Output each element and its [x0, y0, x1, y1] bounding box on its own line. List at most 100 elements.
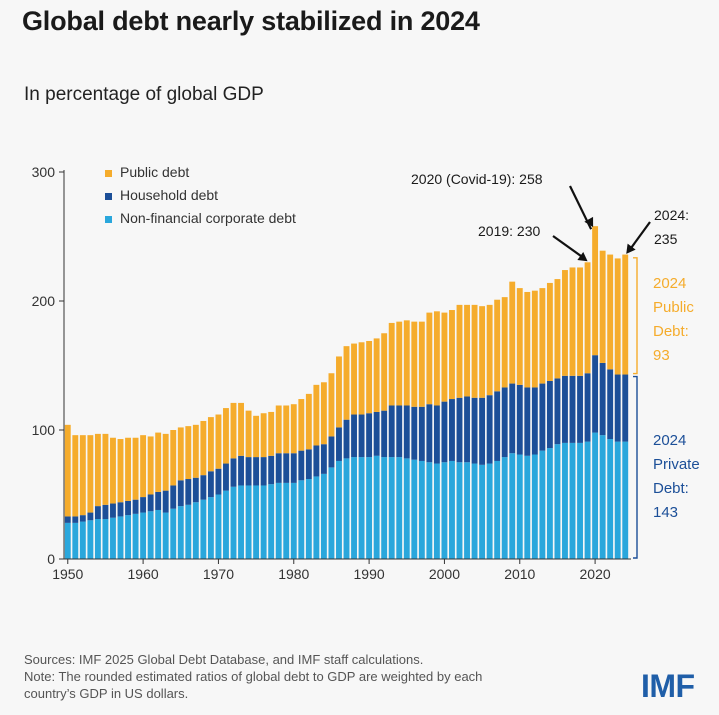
bar-public-2021 — [599, 250, 606, 363]
x-tick-label: 1990 — [354, 566, 385, 582]
bar-public-1971 — [223, 408, 229, 464]
bar-household-2020 — [592, 355, 599, 433]
bar-corporate-2021 — [599, 435, 606, 559]
bar-corporate-2011 — [524, 455, 531, 559]
bar-corporate-1969 — [207, 497, 214, 559]
bar-public-1973 — [238, 402, 244, 456]
bar-corporate-1999 — [433, 463, 440, 559]
bar-household-2023 — [614, 374, 621, 442]
bar-public-1999 — [433, 311, 440, 406]
bar-corporate-1997 — [418, 460, 425, 559]
private-debt-bracket — [633, 375, 638, 559]
bar-public-1988 — [351, 343, 357, 415]
y-tick-label: 100 — [32, 422, 56, 438]
bar-household-1991 — [373, 411, 380, 456]
bar-corporate-1973 — [238, 485, 244, 559]
bar-household-1966 — [185, 479, 192, 505]
bar-household-1997 — [418, 406, 425, 461]
bar-public-1958 — [125, 437, 131, 501]
bar-corporate-2002 — [456, 462, 463, 559]
bar-corporate-2004 — [471, 463, 478, 559]
x-tick-label: 1960 — [128, 566, 159, 582]
bar-public-1987 — [343, 346, 350, 420]
bar-household-1970 — [215, 468, 222, 495]
bar-public-1955 — [102, 433, 109, 505]
bar-public-1986 — [336, 356, 342, 428]
bar-public-1996 — [411, 321, 418, 407]
bar-household-1967 — [192, 477, 199, 503]
bar-public-1972 — [230, 402, 237, 459]
bar-public-2007 — [494, 299, 501, 392]
private-debt-label-0: 2024 — [653, 432, 686, 449]
bar-public-1968 — [200, 420, 207, 476]
bar-public-1965 — [177, 427, 184, 481]
bar-corporate-1965 — [177, 506, 184, 559]
bar-household-1971 — [223, 463, 229, 491]
public-debt-label-2: Debt: — [653, 323, 689, 340]
x-tick-label: 2010 — [504, 566, 535, 582]
bar-corporate-2007 — [494, 460, 501, 559]
bar-household-2003 — [464, 396, 470, 463]
bar-household-2018 — [577, 375, 583, 443]
bar-public-1954 — [94, 433, 101, 507]
bar-corporate-1957 — [117, 516, 124, 559]
bar-public-1953 — [87, 435, 94, 513]
bar-household-1960 — [140, 497, 147, 513]
bar-household-1958 — [125, 500, 131, 516]
bar-household-1983 — [313, 445, 320, 477]
chart-subtitle: In percentage of global GDP — [24, 84, 264, 105]
bar-public-2005 — [479, 306, 486, 398]
bar-corporate-1961 — [147, 511, 154, 559]
legend-label: Household debt — [120, 187, 218, 203]
bar-household-1981 — [298, 450, 305, 481]
bar-corporate-2009 — [509, 453, 516, 559]
bar-corporate-2016 — [562, 442, 568, 559]
legend-label: Public debt — [120, 164, 189, 180]
bar-household-1952 — [79, 515, 86, 522]
bar-corporate-1950 — [64, 522, 71, 559]
bar-household-2000 — [441, 401, 448, 463]
x-tick-label: 1980 — [278, 566, 309, 582]
bar-corporate-1986 — [336, 460, 342, 559]
bar-household-1984 — [320, 444, 327, 474]
annotation-2024-value: 235 — [654, 231, 678, 247]
arrowhead-2024 — [626, 243, 636, 254]
bar-public-1967 — [192, 424, 199, 478]
bar-household-2002 — [456, 397, 463, 463]
bar-public-1964 — [170, 430, 177, 486]
bar-public-1992 — [381, 333, 388, 411]
y-tick-label: 0 — [47, 551, 55, 567]
bar-corporate-2023 — [614, 441, 621, 559]
bar-corporate-2000 — [441, 462, 448, 559]
x-tick-label: 1950 — [52, 566, 83, 582]
public-debt-label-1: Public — [653, 299, 694, 316]
bar-household-1989 — [358, 414, 365, 458]
bar-public-1975 — [253, 415, 260, 458]
bar-corporate-1998 — [426, 462, 433, 559]
bar-corporate-1983 — [313, 476, 320, 559]
bar-corporate-2015 — [554, 444, 561, 559]
bar-household-2021 — [599, 362, 606, 436]
bar-corporate-1989 — [358, 457, 365, 559]
bar-public-2023 — [614, 258, 621, 375]
annotation-2024-label: 2024: — [654, 207, 689, 223]
bar-household-2013 — [539, 383, 546, 451]
annotation-2019: 2019: 230 — [478, 223, 540, 239]
bar-corporate-1980 — [290, 482, 297, 559]
bar-corporate-2010 — [516, 454, 523, 559]
bar-public-1983 — [313, 384, 320, 446]
y-tick-label: 300 — [32, 164, 56, 180]
bar-corporate-1972 — [230, 486, 237, 559]
bar-public-1997 — [418, 321, 425, 407]
bar-household-1987 — [343, 419, 350, 459]
bar-household-2005 — [479, 397, 486, 465]
bar-household-1968 — [200, 475, 207, 500]
bar-corporate-2012 — [531, 454, 538, 559]
stacked-bar-chart: 0 100 200 300 1950 1960 1970 1980 1990 2000 2010 20… — [32, 164, 700, 582]
bar-public-1981 — [298, 399, 305, 451]
bar-household-2024 — [622, 374, 629, 442]
bar-public-1961 — [147, 436, 154, 495]
bar-corporate-2006 — [486, 463, 493, 559]
bar-public-2011 — [524, 291, 531, 388]
bar-corporate-1996 — [411, 459, 418, 559]
